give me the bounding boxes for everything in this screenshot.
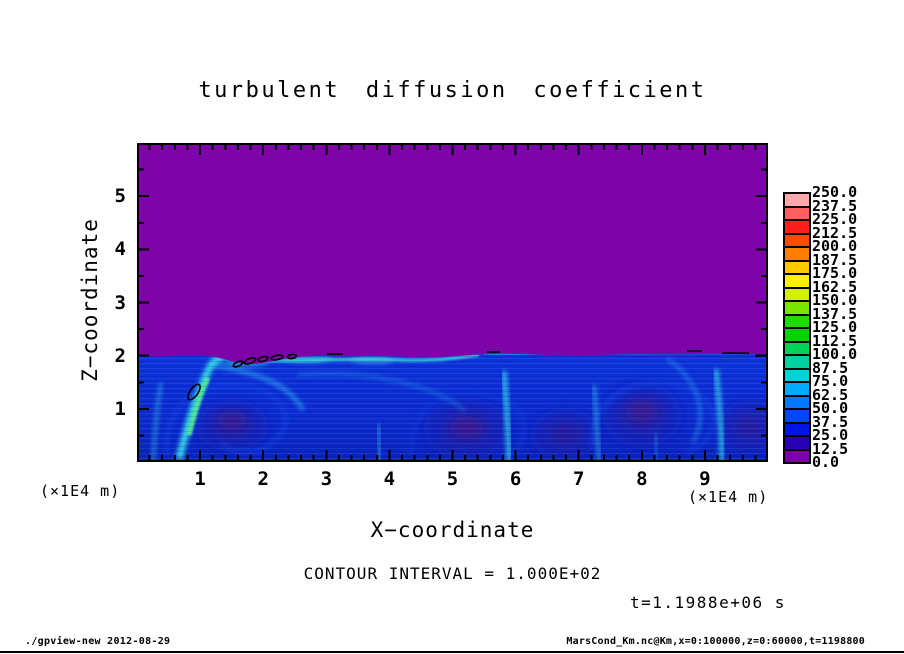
x-tick-label: 6 xyxy=(509,468,522,490)
colorbar-segment xyxy=(785,194,809,208)
colorbar-label: 100.0 xyxy=(812,345,858,363)
colorbar-segment xyxy=(785,221,809,235)
colorbar-segment xyxy=(785,207,809,221)
x-tick-label: 4 xyxy=(383,468,396,490)
colorbar-segment xyxy=(785,261,809,275)
footer-command-text: ./gpview-new 2012-08-29 xyxy=(25,636,171,647)
colorbar-label: 137.5 xyxy=(812,304,858,323)
colorbar-label: 37.5 xyxy=(812,412,849,431)
colorbar-segment xyxy=(785,410,809,424)
colorbar-segment xyxy=(785,369,809,383)
colorbar-segment xyxy=(785,342,809,356)
colorbar-segment xyxy=(785,288,809,302)
bottom-divider xyxy=(0,651,904,653)
y-tick-label: 2 xyxy=(114,344,126,367)
colorbar-label: 237.5 xyxy=(812,196,858,215)
colorbar-segment xyxy=(785,423,809,437)
plot-frame xyxy=(137,143,768,462)
colorbar-label: 12.5 xyxy=(812,439,849,458)
x-tick-label: 1 xyxy=(194,468,206,490)
x-axis-unit: (×1E4 m) xyxy=(688,488,769,506)
colorbar-label: 75.0 xyxy=(812,372,849,390)
colorbar-segment xyxy=(785,234,809,248)
colorbar-label: 187.5 xyxy=(812,250,858,269)
y-tick-label: 5 xyxy=(114,185,126,208)
x-tick-label: 9 xyxy=(699,468,711,490)
field-turbulent-region xyxy=(137,353,768,462)
colorbar-label: 162.5 xyxy=(812,277,858,296)
y-tick-label: 3 xyxy=(114,291,126,314)
colorbar-segment xyxy=(785,302,809,316)
colorbar-label: 175.0 xyxy=(812,264,858,282)
colorbar-segment xyxy=(785,248,809,262)
colorbar-label: 200.0 xyxy=(812,237,858,255)
colorbar-label: 87.5 xyxy=(812,358,849,377)
colorbar-segment xyxy=(785,450,809,462)
colorbar-label: 0.0 xyxy=(812,453,840,471)
x-tick-label: 7 xyxy=(572,468,585,490)
colorbar-labels: 250.0 237.5 225.0 212.5 200.0 187.5 175.0 162.5… xyxy=(812,184,872,470)
x-tick-label: 2 xyxy=(257,468,269,490)
plot-title: turbulent diffusion coefficient xyxy=(198,78,707,103)
colorbar-segment xyxy=(785,315,809,329)
plot-field-image xyxy=(137,143,768,462)
colorbar xyxy=(783,192,811,464)
colorbar-label: 25.0 xyxy=(812,426,849,444)
colorbar-segment xyxy=(785,383,809,397)
colorbar-segment xyxy=(785,329,809,343)
footer-source-text: MarsCond_Km.nc@Km,x=0:100000,z=0:60000,t… xyxy=(566,636,865,647)
x-tick-label: 8 xyxy=(636,468,648,490)
contour-interval-text: CONTOUR INTERVAL = 1.000E+02 xyxy=(303,564,602,583)
time-annotation: t=1.1988e+06 s xyxy=(630,593,786,612)
y-tick-label: 4 xyxy=(114,238,126,261)
y-axis-unit: (×1E4 m) xyxy=(40,482,121,500)
colorbar-label: 62.5 xyxy=(812,385,849,404)
colorbar-segment xyxy=(785,396,809,410)
y-tick-label: 1 xyxy=(114,397,126,420)
colorbar-label: 125.0 xyxy=(812,318,858,336)
colorbar-label: 212.5 xyxy=(812,223,858,242)
colorbar-label: 250.0 xyxy=(812,183,858,201)
colorbar-segment xyxy=(785,356,809,370)
x-tick-label: 3 xyxy=(320,468,333,490)
axis-tick-marks xyxy=(139,145,766,460)
colorbar-label: 150.0 xyxy=(812,291,858,309)
colorbar-segment xyxy=(785,437,809,451)
contour-marks xyxy=(187,350,768,401)
colorbar-label: 50.0 xyxy=(812,399,849,417)
x-axis-label: X−coordinate xyxy=(370,518,535,542)
x-tick-label: 5 xyxy=(446,468,459,490)
colorbar-segment xyxy=(785,275,809,289)
colorbar-label: 112.5 xyxy=(812,331,858,350)
colorbar-label: 225.0 xyxy=(812,210,858,228)
